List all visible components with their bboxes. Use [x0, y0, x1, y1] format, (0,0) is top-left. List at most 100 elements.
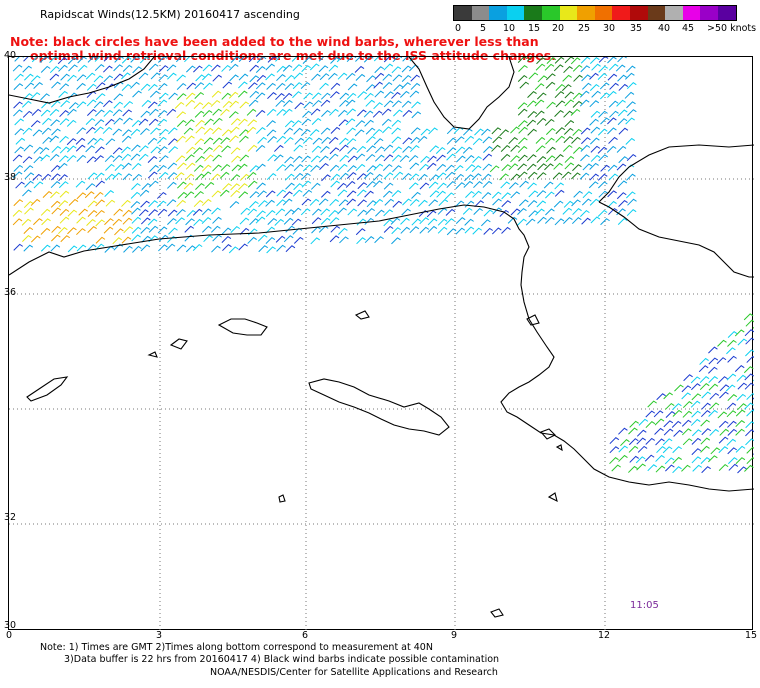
wind-barb: [735, 420, 745, 428]
wind-barb: [483, 146, 493, 154]
wind-barb: [328, 72, 338, 80]
wind-barb: [607, 73, 618, 81]
wind-barb: [132, 66, 142, 74]
wind-barb: [636, 463, 646, 471]
wind-barb: [717, 339, 727, 347]
wind-barb: [617, 74, 627, 82]
wind-barb: [39, 55, 50, 63]
wind-barb: [471, 173, 482, 181]
wind-barb: [131, 182, 141, 190]
wind-barb: [41, 173, 52, 181]
wind-barb: [564, 120, 575, 128]
wind-barb: [42, 190, 53, 198]
wind-barb: [114, 163, 125, 171]
wind-barb: [30, 120, 41, 128]
wind-barb: [357, 209, 367, 217]
wind-barb: [393, 109, 403, 117]
wind-barb: [564, 99, 575, 107]
wind-barb: [607, 190, 617, 198]
wind-barb: [204, 154, 214, 162]
wind-barb: [746, 446, 756, 454]
wind-barb: [429, 174, 440, 182]
wind-barb: [138, 72, 149, 80]
wind-barb: [445, 164, 455, 172]
wind-barb: [500, 181, 510, 189]
wind-barb: [103, 75, 113, 83]
wind-barb: [510, 173, 520, 181]
wind-barb: [734, 329, 745, 337]
lat-label-40: 40: [4, 50, 17, 61]
wind-barb: [321, 136, 331, 144]
wind-barb: [203, 146, 213, 154]
wind-barb: [600, 218, 610, 226]
wind-barb: [337, 109, 348, 117]
wind-barb: [382, 73, 393, 81]
wind-barb: [701, 391, 711, 399]
wind-barb: [211, 190, 222, 198]
wind-barb: [14, 146, 24, 154]
wind-barb: [203, 127, 214, 135]
wind-barb: [86, 99, 97, 107]
wind-barb: [347, 155, 358, 163]
wind-barb: [545, 137, 555, 145]
wind-barb: [204, 181, 215, 189]
wind-barb: [627, 198, 637, 206]
wind-barb: [75, 144, 86, 152]
wind-barb: [400, 226, 411, 234]
wind-barb: [536, 172, 547, 180]
wind-barb: [347, 165, 357, 173]
wind-barb: [239, 154, 250, 162]
wind-barb: [625, 117, 635, 125]
wind-barb: [292, 64, 303, 72]
wind-barb: [194, 91, 205, 99]
wind-barb: [616, 208, 626, 216]
wind-barb: [672, 446, 682, 454]
wind-barb: [49, 135, 60, 143]
wind-barb: [87, 225, 97, 233]
wind-barb: [663, 420, 674, 428]
wind-barb: [121, 153, 132, 161]
wind-barb: [310, 182, 321, 190]
wind-barb: [123, 117, 133, 125]
wind-barb: [365, 99, 376, 107]
wind-barb: [355, 163, 366, 171]
wind-barb: [75, 180, 86, 188]
wind-barb: [192, 243, 203, 251]
wind-barb: [455, 227, 466, 235]
wind-barb: [411, 218, 422, 226]
wind-barb: [563, 127, 574, 135]
wind-barb: [32, 173, 42, 181]
wind-barb: [391, 190, 402, 198]
wind-barb: [339, 172, 349, 180]
wind-barb: [175, 55, 186, 63]
wind-barb: [589, 173, 599, 181]
wind-barb: [510, 208, 521, 216]
wind-barb: [392, 165, 402, 173]
wind-barb: [354, 65, 365, 73]
wind-barb: [130, 153, 141, 161]
wind-barb: [374, 236, 384, 244]
wind-barb: [33, 156, 44, 164]
wind-barb: [112, 172, 122, 180]
wind-barb: [590, 216, 601, 224]
wind-barb: [140, 127, 150, 135]
wind-barb: [329, 235, 340, 243]
wind-barb: [176, 244, 187, 252]
wind-barb: [330, 91, 340, 99]
wind-barb: [597, 72, 608, 80]
wind-barb: [319, 155, 329, 163]
wind-barb: [249, 191, 260, 199]
wind-barb: [364, 92, 374, 100]
wind-barb: [672, 456, 682, 464]
wind-barb: [230, 147, 241, 155]
wind-barb: [535, 136, 546, 144]
wind-barb: [527, 182, 537, 190]
wind-barb: [294, 102, 305, 110]
wind-barb: [176, 93, 187, 101]
wind-barb: [357, 199, 367, 207]
wind-barb: [339, 137, 349, 145]
wind-barb: [682, 438, 693, 446]
wind-barb: [283, 217, 294, 225]
wind-barb: [401, 74, 412, 82]
wind-barb: [291, 207, 302, 215]
